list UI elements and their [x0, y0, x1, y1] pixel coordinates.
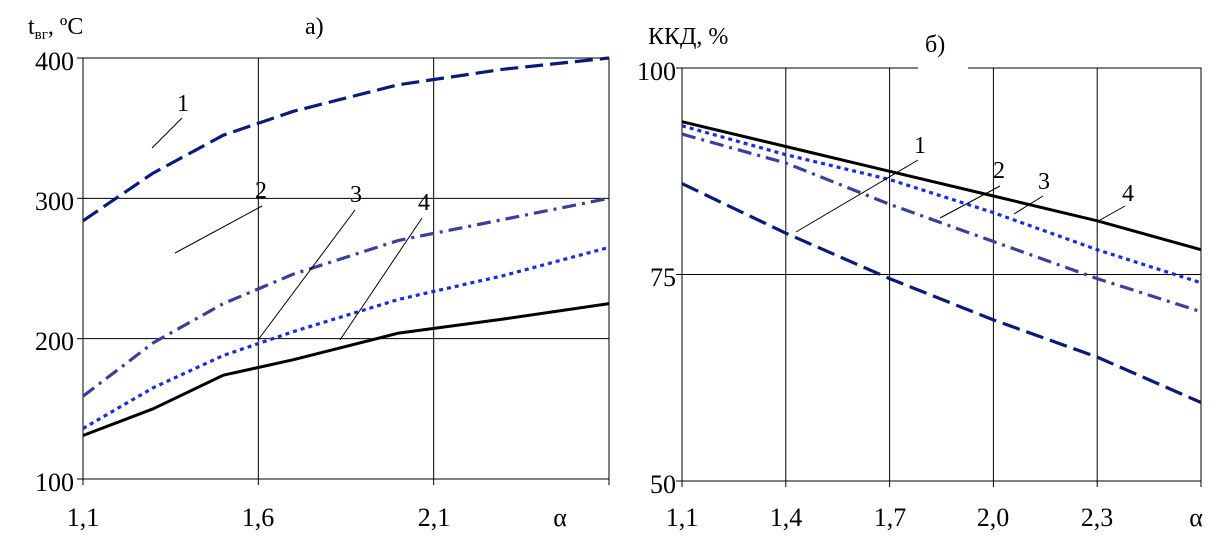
chart-a-series-line-2: [82, 196, 610, 398]
chart-a-x-tick-1-1: 1,1: [67, 503, 100, 532]
chart-a-callout-line-1: [151, 117, 183, 149]
chart-b-x-tick-1-7: 1,7: [874, 503, 907, 532]
chart-a-series-line-4: [82, 302, 610, 437]
chart-a-callout-line-2: [174, 205, 263, 254]
chart-a-y-tick-200: 200: [35, 327, 74, 356]
chart-b-tick-marks: [676, 67, 1202, 487]
chart-a-y-tick-400: 400: [35, 47, 74, 76]
chart-b-callout-line-4: [1099, 205, 1126, 221]
chart-a-plot-frame: [82, 57, 610, 480]
chart-a: tвг, ºС а) 400 300 200 100 1,1 1,6 2,1 α…: [28, 14, 610, 532]
chart-b-series-line-2: [681, 132, 1202, 314]
chart-b-x-tick-2-0: 2,0: [977, 503, 1010, 532]
chart-a-callout-line-4: [339, 217, 423, 341]
chart-b-callout-line-2: [939, 185, 1001, 219]
chart-a-curve-label-2: 2: [255, 178, 267, 204]
chart-a-callout-line-3: [257, 209, 356, 341]
chart-b-series-group: [681, 120, 1202, 404]
chart-b-series-line-1: [681, 182, 1202, 404]
chart-a-curve-label-1: 1: [177, 91, 189, 117]
chart-a-tick-marks: [77, 57, 610, 485]
chart-b-series-line-3: [681, 124, 1202, 285]
chart-a-curve-label-3: 3: [350, 182, 362, 208]
chart-a-x-tick-2-1: 2,1: [418, 503, 451, 532]
chart-b-panel-label-mask: [918, 36, 968, 82]
chart-b-callout-line-3: [1013, 195, 1044, 215]
chart-a-y-tick-300: 300: [35, 187, 74, 216]
chart-b-series-line-4: [681, 120, 1202, 252]
chart-b-y-tick-50: 50: [650, 470, 676, 499]
chart-a-series-group: [82, 56, 610, 437]
chart-a-ylabel: tвг, ºС: [28, 14, 83, 43]
chart-b-y-tick-100: 100: [637, 57, 676, 86]
chart-b-curve-label-3: 3: [1038, 169, 1050, 195]
chart-b-ylabel: ККД, %: [648, 24, 728, 50]
chart-b-callout-line-1: [795, 159, 919, 233]
chart-a-curve-label-4: 4: [418, 190, 430, 216]
chart-b-curve-label-4: 4: [1122, 181, 1134, 207]
chart-b-curve-label-2: 2: [993, 158, 1005, 184]
chart-b: ККД, % б) 100 75 50 1,1 1,4 1,7 2,0 2,3 …: [637, 24, 1203, 532]
chart-b-x-tick-2-3: 2,3: [1081, 503, 1114, 532]
chart-b-panel-label: б): [925, 32, 945, 58]
chart-a-y-tick-100: 100: [35, 468, 74, 497]
chart-a-series-line-3: [82, 245, 610, 430]
chart-a-panel-label: а): [305, 14, 324, 40]
chart-a-gridlines: [83, 58, 609, 479]
chart-b-curve-label-1: 1: [914, 133, 926, 159]
chart-b-x-axis-label: α: [1189, 503, 1203, 532]
chart-a-x-axis-label: α: [553, 503, 567, 532]
chart-a-series-line-1: [82, 56, 610, 223]
chart-b-x-tick-1-1: 1,1: [666, 503, 699, 532]
chart-b-y-tick-75: 75: [650, 263, 676, 292]
chart-b-x-tick-1-4: 1,4: [770, 503, 803, 532]
chart-b-gridlines: [682, 68, 1201, 481]
chart-a-x-tick-1-6: 1,6: [242, 503, 275, 532]
